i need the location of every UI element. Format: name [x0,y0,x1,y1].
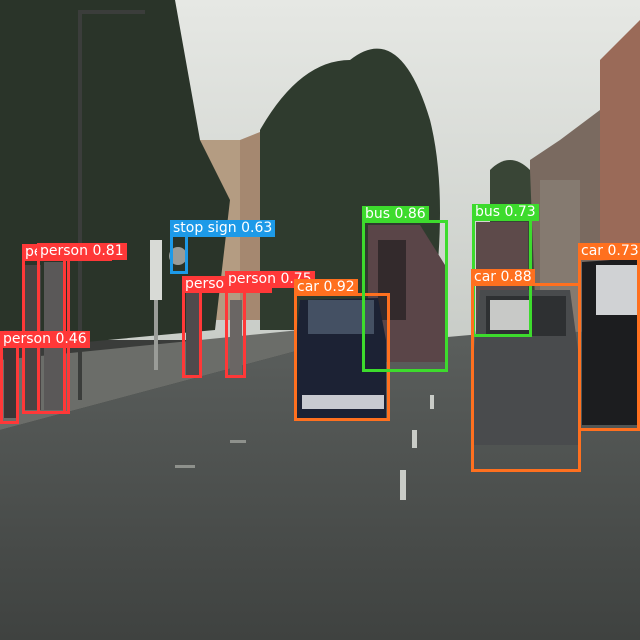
detection-class: car [581,243,604,259]
detection-label: car 0.73 [578,243,640,260]
detection-label: person 0.46 [0,331,90,348]
detection-class: person [3,331,51,347]
detection-score: 0.46 [55,331,87,347]
stop-sign-detection-box: stop sign 0.63 [170,220,276,274]
detection-label: car 0.88 [471,269,535,286]
detection-score: 0.73 [607,243,639,259]
detection-score: 0.63 [241,220,273,236]
detection-class: person [185,276,233,292]
detection-score: 0.81 [92,243,124,259]
car-detection-box: car 0.73 [578,243,640,431]
detection-label: stop sign 0.63 [170,220,276,237]
car-detection-box: car 0.88 [471,269,581,472]
detection-score: 0.92 [323,279,355,295]
detection-label: bus 0.86 [362,206,429,223]
detection-class: person [40,243,88,259]
detection-score: 0.88 [500,269,532,285]
detection-score: 0.73 [504,204,536,220]
detection-score: 0.86 [394,206,426,222]
detection-class: car [474,269,497,285]
person-detection-box: person 0.77 [182,276,272,378]
person-detection-box: person 0.46 [0,331,90,424]
detection-class: stop sign [173,220,237,236]
detection-label: person 0.81 [37,243,127,260]
detection-label: bus 0.73 [472,204,539,221]
detection-class: person [228,271,276,287]
detection-class: bus [475,204,501,220]
detection-class: car [297,279,320,295]
detection-class: bus [365,206,391,222]
bus-detection-box: bus 0.86 [362,206,448,372]
detection-label: car 0.92 [294,279,358,296]
person-detection-box: person 0.75 [225,271,315,378]
car-detection-box: car 0.92 [294,279,390,421]
